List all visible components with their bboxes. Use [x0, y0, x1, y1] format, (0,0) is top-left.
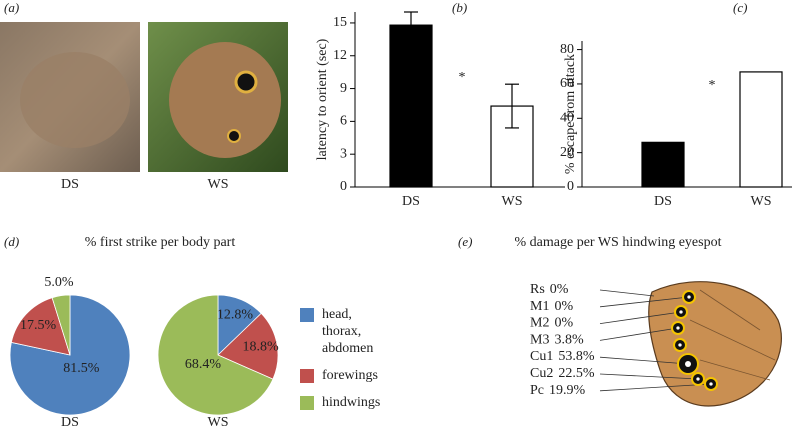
eyespot-damage: 19.9% [549, 383, 586, 398]
eyespot-pupil [696, 377, 700, 381]
eyespot [234, 70, 258, 94]
legend-swatch [300, 308, 314, 322]
eyespot-pupil [685, 361, 691, 367]
eyespot-pupil [679, 310, 683, 314]
annotation: * [459, 70, 466, 85]
x-tick-label: DS [402, 194, 420, 209]
pie-slice [9, 294, 131, 416]
legend-item: hindwings [300, 394, 394, 411]
leader-line [599, 327, 679, 341]
pie-slice [51, 294, 71, 356]
pie-slice [157, 294, 274, 416]
eyespot-pupil [676, 326, 680, 330]
panel-label: (c) [733, 0, 747, 15]
eyespot-damage: 0% [550, 282, 569, 297]
photo-label: DS [61, 177, 79, 192]
bar [641, 141, 685, 188]
butterfly-ds [20, 52, 130, 148]
y-tick-label: 80 [560, 42, 574, 57]
legend-swatch [300, 396, 314, 410]
panel-label: (d) [4, 234, 19, 249]
eyespot-name: M2 [530, 316, 549, 331]
eyespot-pupil [678, 343, 682, 347]
legend-text: head, thorax, abdomen [322, 307, 374, 356]
y-tick-label: 6 [340, 114, 347, 129]
annotation: * [709, 78, 716, 93]
eyespot-label: M1 0% [530, 299, 573, 314]
leader-line [599, 296, 690, 308]
y-tick-label: 60 [560, 76, 574, 91]
bar [490, 105, 534, 188]
eyespot-damage: 3.8% [554, 333, 584, 348]
x-tick-label: DS [654, 194, 672, 209]
error-bar [505, 83, 519, 129]
eyespot-name: Pc [530, 383, 544, 398]
leader-line [599, 356, 689, 365]
pie-slice [217, 312, 279, 380]
photo-label: WS [208, 177, 229, 192]
data-label: 18.8% [242, 340, 279, 355]
panel-label: (e) [458, 234, 472, 249]
y-tick-label: 3 [340, 146, 347, 161]
eyespot-name: Cu1 [530, 349, 553, 364]
x-tick-label: WS [502, 194, 523, 209]
data-label: 17.5% [20, 318, 57, 333]
eyespot-damage: 53.8% [558, 349, 595, 364]
y-tick-label: 9 [340, 81, 347, 96]
error-bar [404, 11, 418, 39]
pie-slice [10, 297, 71, 356]
y-tick-label: 20 [560, 145, 574, 160]
eyespot-damage: 22.5% [558, 366, 595, 381]
panel-label: (a) [4, 0, 19, 15]
legend-text: hindwings [322, 395, 381, 410]
eyespot-name: M1 [530, 299, 549, 314]
eyespot-label: M2 0% [530, 316, 573, 331]
eyespot-label: M3 3.8% [530, 333, 584, 348]
leader-line [599, 289, 655, 297]
y-tick-label: 12 [333, 48, 347, 63]
eyespot-name: Rs [530, 282, 545, 297]
panel-title: % damage per WS hindwing eyespot [515, 235, 722, 250]
eyespot-pupil [709, 382, 713, 386]
data-label: 81.5% [63, 361, 100, 376]
eyespot-name: M3 [530, 333, 549, 348]
legend: head, thorax, abdomen forewings hindwings [300, 306, 394, 421]
y-tick-label: 0 [340, 179, 347, 194]
pie-label: WS [208, 415, 229, 430]
legend-item: forewings [300, 367, 394, 384]
butterfly-ws [169, 42, 281, 158]
y-tick-label: 15 [333, 15, 347, 30]
pie-label: DS [61, 415, 79, 430]
chart-title: % first strike per body part [85, 235, 236, 250]
eyespot [227, 129, 241, 143]
y-tick-label: 40 [560, 111, 574, 126]
eyespot-damage: 0% [554, 316, 573, 331]
eyespot-label: Rs 0% [530, 282, 569, 297]
eyespot-label: Cu2 22.5% [530, 366, 595, 381]
eyespot-name: Cu2 [530, 366, 553, 381]
legend-item: head, thorax, abdomen [300, 306, 394, 357]
y-axis-label: % escape from attack [563, 54, 578, 174]
legend-text: forewings [322, 368, 378, 383]
eyespot-damage: 0% [554, 299, 573, 314]
data-label: 12.8% [217, 307, 254, 322]
eyespot-label: Pc 19.9% [530, 383, 586, 398]
y-tick-label: 0 [567, 179, 574, 194]
eyespot-pupil [687, 295, 691, 299]
legend-swatch [300, 369, 314, 383]
eyespot-label: Cu1 53.8% [530, 349, 595, 364]
leader-line [599, 383, 712, 392]
leader-line [599, 373, 699, 380]
bar [389, 24, 433, 188]
panel-label: (b) [452, 0, 467, 15]
data-label: 68.4% [185, 357, 222, 372]
data-label: 5.0% [44, 275, 74, 290]
wing-vein [689, 289, 776, 381]
x-tick-label: WS [751, 194, 772, 209]
y-axis-label: latency to orient (sec) [315, 38, 330, 160]
bar [739, 71, 783, 188]
leader-line [599, 311, 682, 324]
